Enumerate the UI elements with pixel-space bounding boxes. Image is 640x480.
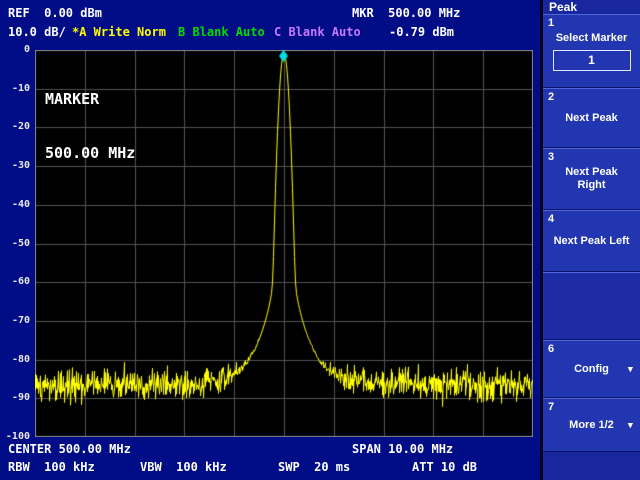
softkey-panel: Peak 1 Select Marker 1 2 Next Peak 3 Next Peak… xyxy=(540,0,640,480)
softkey-number: 7 xyxy=(548,401,555,413)
span-readout: SPAN 10.00 MHz xyxy=(352,442,454,456)
softkey-label: Next Peak xyxy=(565,111,618,124)
selected-marker-value-box[interactable]: 1 xyxy=(552,49,631,71)
marker-annotation-title: MARKER xyxy=(45,90,100,108)
trace-a-status: *A Write Norm xyxy=(72,25,166,39)
y-axis-tick: -10 xyxy=(11,82,30,94)
trace-b-status: B Blank Auto xyxy=(178,25,265,39)
y-axis-tick: -80 xyxy=(11,353,30,365)
rbw-readout: RBW 100 kHz xyxy=(8,460,95,474)
marker-freq-readout: MKR 500.00 MHz xyxy=(352,6,461,20)
marker-annotation: MARKER 500.00 MHz xyxy=(45,54,135,198)
softkey-next-peak-right[interactable]: 3 Next Peak Right xyxy=(543,148,640,210)
dropdown-arrow-icon: ▼ xyxy=(627,421,633,432)
softkey-label: Next Peak Right xyxy=(565,166,618,191)
softkey-select-marker[interactable]: 1 Select Marker 1 xyxy=(543,14,640,88)
dropdown-arrow-icon: ▼ xyxy=(627,365,633,376)
y-axis-tick: -100 xyxy=(5,431,30,442)
y-axis-tick: -50 xyxy=(11,237,30,249)
vbw-readout: VBW 100 kHz xyxy=(140,460,227,474)
y-axis-tick: -20 xyxy=(11,121,30,133)
marker-annotation-freq: 500.00 MHz xyxy=(45,144,136,162)
marker-ampl-readout: -0.79 dBm xyxy=(389,25,455,39)
softkey-number: 4 xyxy=(548,213,555,225)
y-axis-tick: -30 xyxy=(11,160,30,172)
ref-level-readout: REF 0.00 dBm xyxy=(8,6,102,20)
trace-c-status: C Blank Auto xyxy=(274,25,361,39)
sweep-time-readout: SWP 20 ms xyxy=(278,460,351,474)
softkey-label: Next Peak Left xyxy=(553,234,630,247)
softkey-label: Select Marker xyxy=(555,31,628,44)
softkey-next-peak-left[interactable]: 4 Next Peak Left xyxy=(543,210,640,272)
softkey-list: 1 Select Marker 1 2 Next Peak 3 Next Peak Righ… xyxy=(543,14,640,452)
attenuation-readout: ATT 10 dB xyxy=(412,460,478,474)
y-axis-tick: -70 xyxy=(11,314,30,326)
softkey-config[interactable]: 6 Config ▼ xyxy=(543,340,640,398)
softkey-label: Config xyxy=(574,362,609,375)
softkey-number: 1 xyxy=(548,17,555,29)
softkey-number: 2 xyxy=(548,91,555,103)
softkey-next-peak[interactable]: 2 Next Peak xyxy=(543,88,640,148)
softkey-blank-5 xyxy=(543,272,640,340)
plot-area xyxy=(35,50,533,437)
softkey-number: 3 xyxy=(548,151,555,163)
y-axis-tick: -90 xyxy=(11,392,30,404)
softkey-number: 6 xyxy=(548,343,555,355)
spectrum-trace-display xyxy=(35,50,533,437)
softkey-label: More 1/2 xyxy=(569,418,614,431)
scale-readout: 10.0 dB/ xyxy=(8,25,66,39)
menu-title: Peak xyxy=(549,0,578,14)
softkey-more-1-2[interactable]: 7 More 1/2 ▼ xyxy=(543,398,640,452)
y-axis-tick: -40 xyxy=(11,198,30,210)
y-axis-tick: 0 xyxy=(23,44,30,55)
center-frequency-readout: CENTER 500.00 MHz xyxy=(8,442,131,456)
y-axis-tick: -60 xyxy=(11,276,30,288)
